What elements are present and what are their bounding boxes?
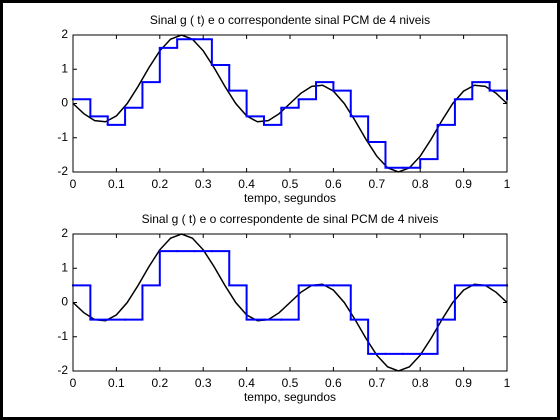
x-axis-label: tempo, segundos bbox=[244, 390, 336, 404]
y-tick-label: 1 bbox=[61, 61, 68, 75]
x-tick-label: 0.5 bbox=[282, 177, 299, 191]
y-tick-label: -1 bbox=[57, 130, 68, 144]
y-tick-label: 0 bbox=[61, 96, 68, 110]
x-tick-label: 0.2 bbox=[151, 177, 168, 191]
x-tick-label: 0.9 bbox=[455, 376, 472, 390]
x-tick-label: 0.9 bbox=[455, 177, 472, 191]
x-tick-label: 0.8 bbox=[412, 376, 429, 390]
x-tick-label: 0.1 bbox=[108, 177, 125, 191]
y-tick-label: 1 bbox=[61, 260, 68, 274]
chart-title: Sinal g ( t) e o correspondente sinal PC… bbox=[150, 13, 430, 27]
x-tick-label: 0.3 bbox=[195, 177, 212, 191]
x-tick-label: 0.6 bbox=[325, 177, 342, 191]
x-tick-label: 0.2 bbox=[151, 376, 168, 390]
y-tick-label: -2 bbox=[57, 164, 68, 178]
x-tick-label: 1 bbox=[504, 177, 511, 191]
x-tick-label: 0.4 bbox=[238, 177, 255, 191]
y-tick-label: 2 bbox=[61, 27, 68, 41]
signal-line bbox=[72, 233, 508, 372]
x-tick-label: 0 bbox=[70, 376, 77, 390]
y-tick-label: 0 bbox=[61, 295, 68, 309]
x-tick-label: 0.3 bbox=[195, 376, 212, 390]
y-tick-label: -2 bbox=[57, 363, 68, 377]
y-tick-label: -1 bbox=[57, 329, 68, 343]
x-tick-label: 0.1 bbox=[108, 376, 125, 390]
x-tick-label: 0.4 bbox=[238, 376, 255, 390]
x-tick-label: 0.5 bbox=[282, 376, 299, 390]
y-tick-label: 2 bbox=[61, 226, 68, 240]
x-tick-label: 0.8 bbox=[412, 177, 429, 191]
x-tick-label: 1 bbox=[504, 376, 511, 390]
x-tick-label: 0 bbox=[70, 177, 77, 191]
chart-title: Sinal g ( t) e o correspondente de sinal… bbox=[142, 212, 439, 226]
x-axis-label: tempo, segundos bbox=[244, 191, 336, 205]
x-tick-label: 0.7 bbox=[368, 177, 385, 191]
signal-line bbox=[72, 34, 508, 173]
x-tick-label: 0.7 bbox=[368, 376, 385, 390]
x-tick-label: 0.6 bbox=[325, 376, 342, 390]
